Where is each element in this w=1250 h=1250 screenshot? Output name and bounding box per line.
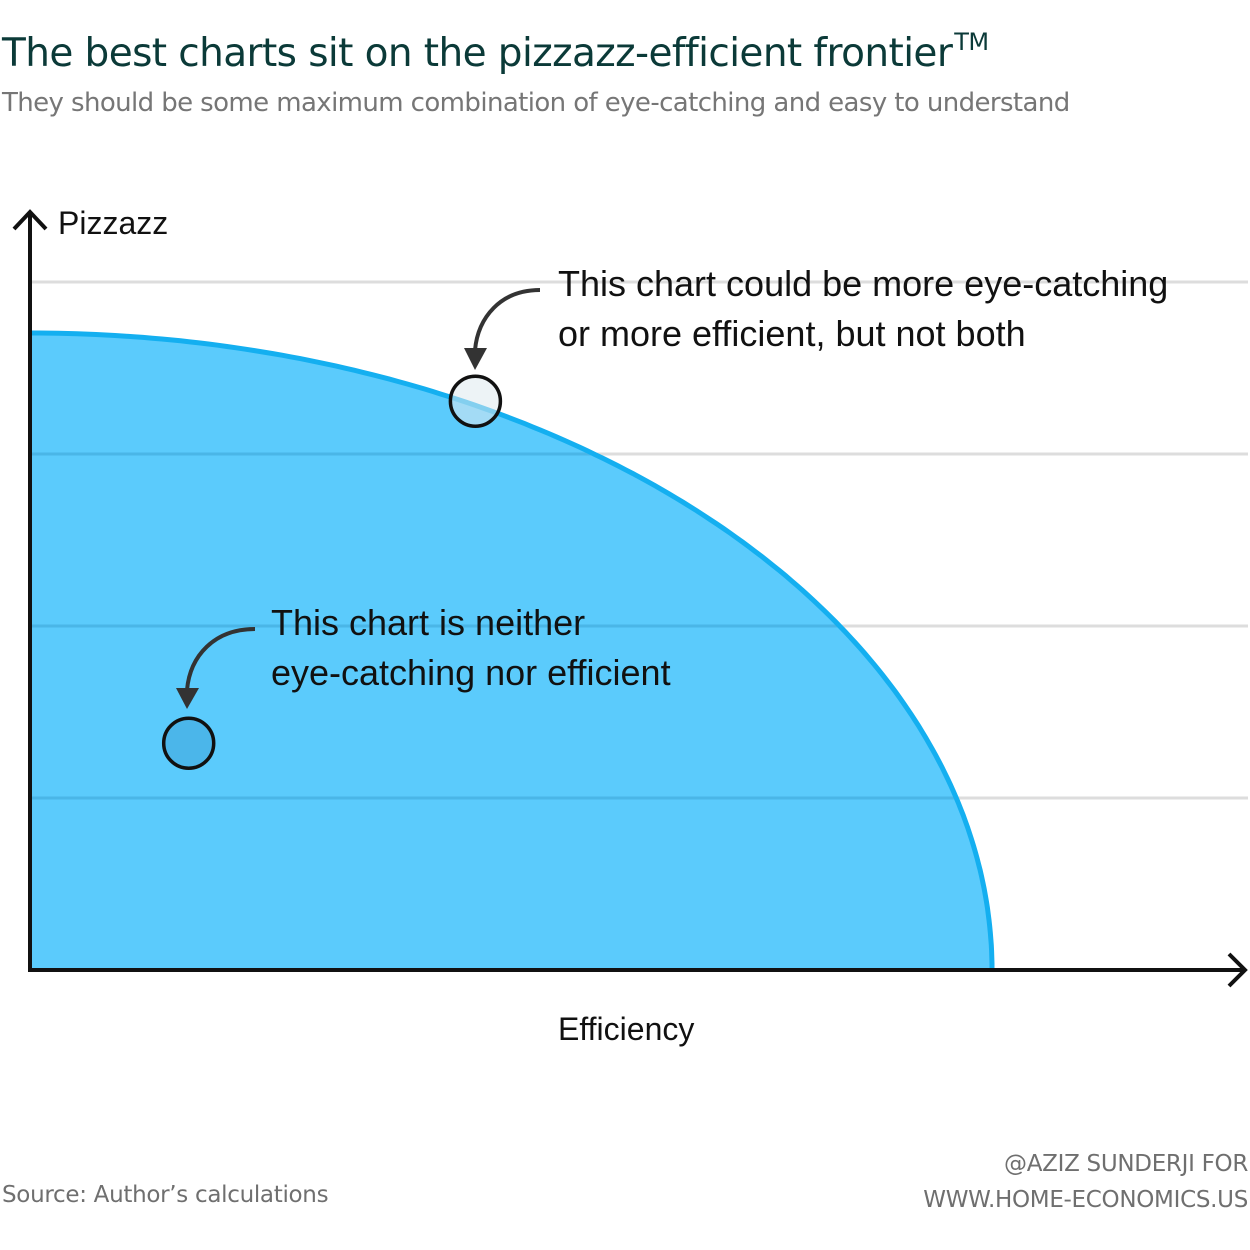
annotation-lower: This chart is neither eye-catching nor e… xyxy=(176,602,671,709)
annotation-lower-arrow-icon xyxy=(185,627,256,691)
annotation-upper-arrow-icon xyxy=(473,288,541,351)
x-axis-arrow-icon xyxy=(1227,952,1248,988)
annotation-lower-arrowhead-icon xyxy=(176,688,199,709)
chart-subtitle: They should be some maximum combination … xyxy=(2,88,1070,118)
annotation-upper: This chart could be more eye-catching or… xyxy=(464,263,1168,370)
annotation-upper-line1: This chart could be more eye-catching xyxy=(558,263,1168,304)
frontier-area xyxy=(30,333,992,970)
source-note: Source: Author’s calculations xyxy=(2,1182,329,1208)
credit: @AZIZ SUNDERJI FOR WWW.HOME-ECONOMICS.US xyxy=(923,1146,1248,1218)
chart-title-text: The best charts sit on the pizzazz-effic… xyxy=(2,31,953,76)
annotation-upper-arrowhead-icon xyxy=(464,348,487,370)
chart-title: The best charts sit on the pizzazz-effic… xyxy=(2,28,989,76)
x-axis-label: Efficiency xyxy=(558,1011,694,1047)
y-axis-label: Pizzazz xyxy=(58,205,168,241)
point-inside-frontier xyxy=(161,716,216,770)
credit-line-2: WWW.HOME-ECONOMICS.US xyxy=(923,1187,1248,1213)
annotation-lower-line1: This chart is neither xyxy=(271,602,585,643)
trademark-mark: TM xyxy=(954,28,989,56)
credit-line-1: @AZIZ SUNDERJI FOR xyxy=(1004,1151,1248,1177)
frontier-curve xyxy=(30,330,995,970)
annotation-upper-line2: or more efficient, but not both xyxy=(558,313,1026,354)
annotation-lower-line2: eye-catching nor efficient xyxy=(271,652,671,693)
point-on-frontier xyxy=(448,374,503,428)
y-axis-arrow-icon xyxy=(12,209,48,231)
